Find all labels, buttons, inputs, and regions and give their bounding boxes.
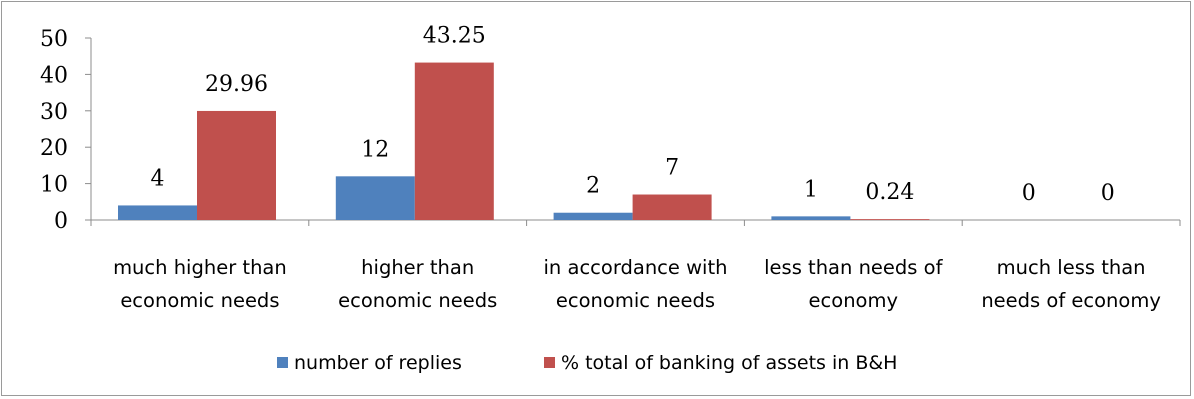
bar — [553, 212, 633, 220]
category-label: economy — [809, 289, 898, 312]
data-label: 4 — [151, 166, 165, 191]
bar — [118, 205, 197, 220]
data-label: 1 — [804, 177, 818, 202]
category-label: much less than — [997, 256, 1146, 279]
bar — [771, 216, 851, 220]
y-tick-label: 40 — [40, 63, 68, 88]
data-label: 0 — [1101, 181, 1115, 206]
category-label: higher than — [361, 256, 474, 279]
y-tick-label: 20 — [40, 136, 68, 161]
bar — [632, 194, 712, 220]
y-tick-label: 50 — [40, 27, 68, 52]
y-tick-label: 10 — [40, 173, 68, 198]
category-label: economic needs — [338, 289, 497, 312]
category-label: economic needs — [120, 289, 279, 312]
category-label: economic needs — [556, 289, 715, 312]
bar — [197, 110, 276, 220]
data-label: 0.24 — [865, 180, 914, 205]
data-label: 2 — [586, 174, 600, 199]
data-label: 29.96 — [205, 72, 268, 97]
bar — [335, 176, 415, 220]
category-label: needs of economy — [981, 289, 1161, 312]
y-tick-label: 0 — [54, 209, 68, 234]
data-label: 0 — [1022, 181, 1036, 206]
data-label: 43.25 — [423, 24, 486, 49]
bar — [414, 62, 494, 220]
data-label: 12 — [361, 137, 389, 162]
legend-label: number of replies — [294, 352, 462, 374]
chart-data-labels: 4 12 2 1 0 29.96 43.25 7 0.24 0 — [151, 24, 1115, 206]
legend-swatch — [544, 357, 555, 368]
chart-legend: number of replies % total of banking of a… — [277, 352, 897, 374]
chart-bars — [118, 62, 930, 220]
category-label: much higher than — [113, 256, 287, 279]
chart-category-labels: much higher than economic needs higher tha… — [113, 256, 1161, 312]
bar — [850, 219, 930, 220]
legend-swatch — [277, 357, 288, 368]
legend-label: % total of banking of assets in B&H — [561, 352, 897, 374]
category-label: less than needs of — [764, 256, 943, 279]
category-label: in accordance with — [544, 256, 728, 279]
data-label: 7 — [665, 156, 679, 181]
y-tick-label: 30 — [40, 100, 68, 125]
